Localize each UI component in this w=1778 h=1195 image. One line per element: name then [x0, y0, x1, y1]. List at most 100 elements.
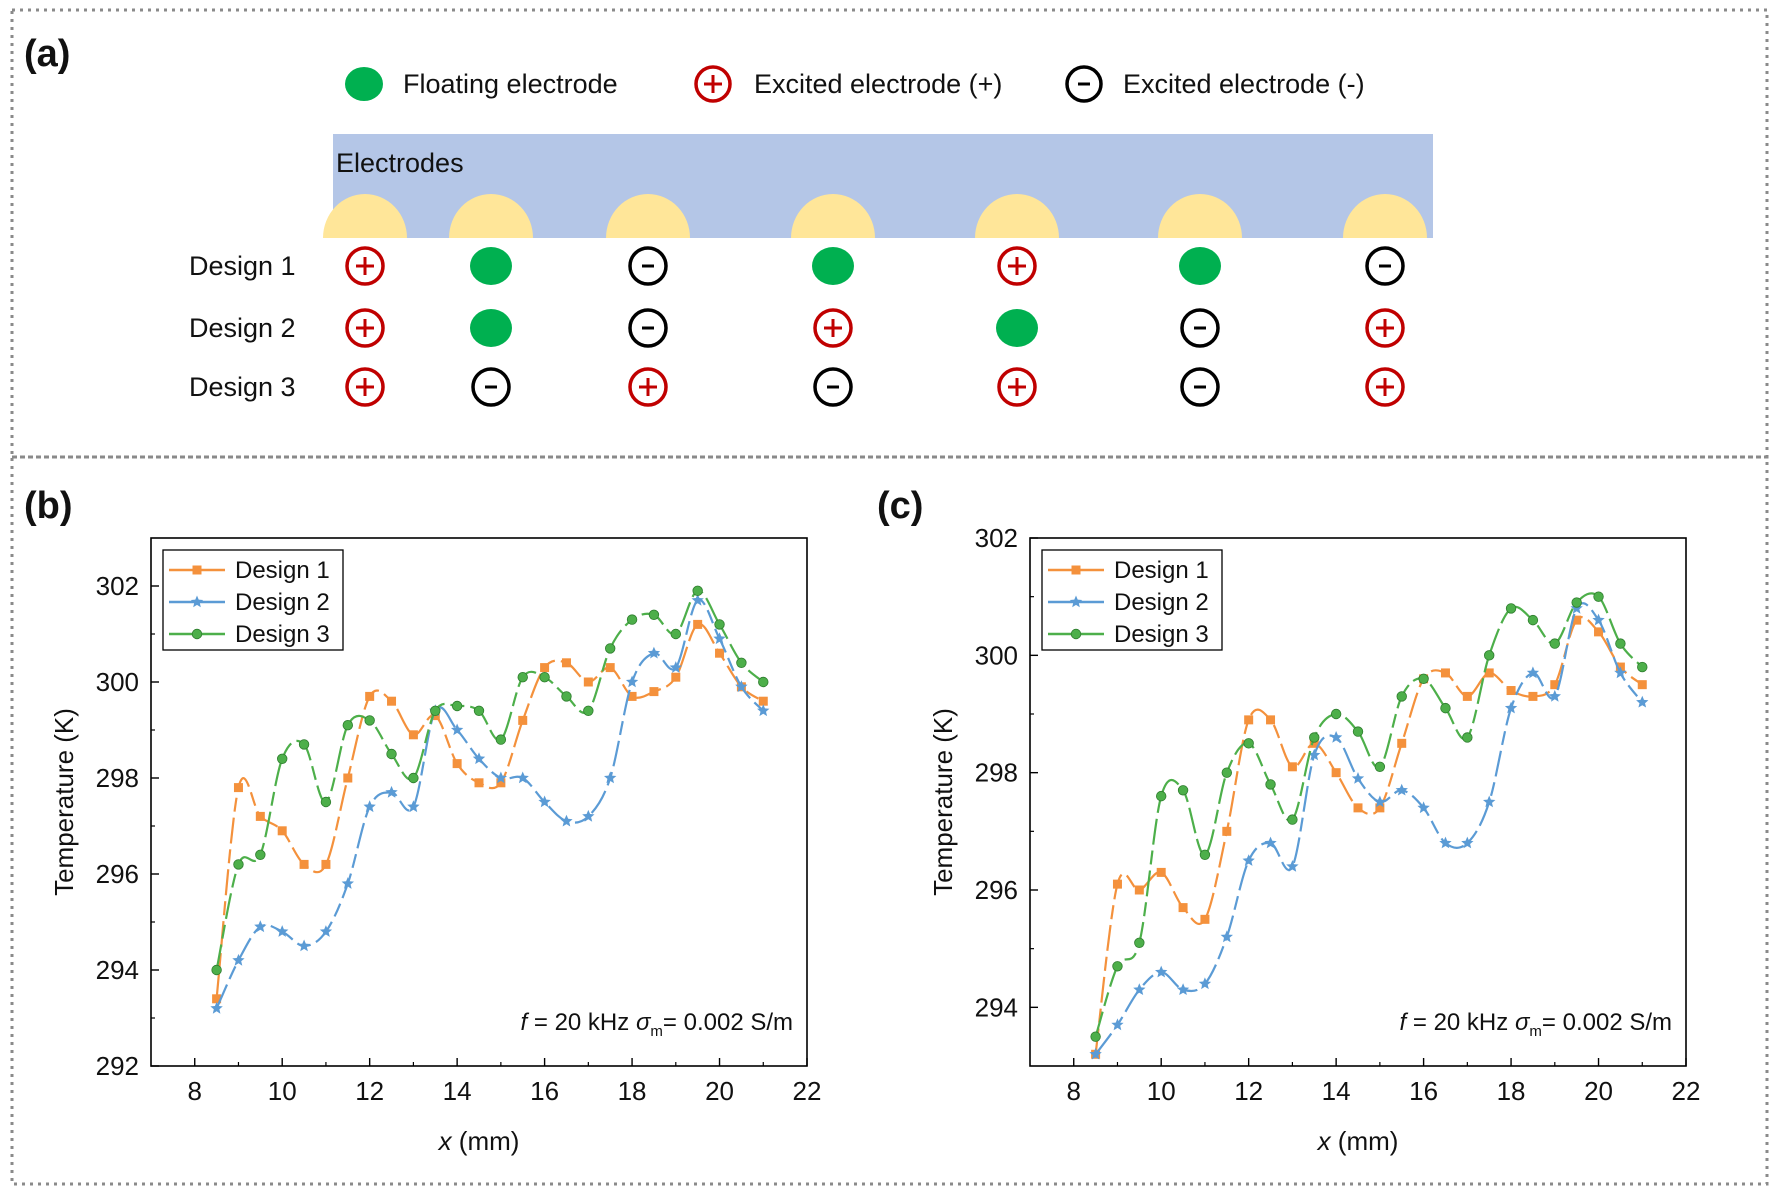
data-point: [1397, 738, 1407, 748]
data-point: [1221, 767, 1233, 778]
x-tick-label: 22: [1672, 1076, 1701, 1106]
data-point: [408, 772, 419, 784]
series-line: [215, 622, 764, 999]
plot-frame: [150, 537, 808, 1067]
data-point: [583, 705, 594, 717]
data-point: [560, 814, 573, 827]
data-point: [538, 795, 551, 808]
data-point: [1528, 691, 1538, 701]
data-point: [1461, 836, 1474, 849]
data-point: [758, 696, 768, 706]
data-point: [1287, 762, 1297, 772]
data-point: [605, 663, 615, 673]
data-point: [1309, 732, 1320, 743]
legend-floating-label: Floating electrode: [403, 69, 618, 99]
data-point: [1176, 983, 1190, 995]
data-point: [1266, 715, 1276, 725]
panel-a-frame: [10, 8, 1769, 459]
data-point: [255, 849, 266, 861]
data-point: [539, 672, 550, 683]
data-point: [1636, 695, 1649, 708]
legend: Design 1 Design 2 Design 3: [162, 549, 344, 651]
data-point: [494, 771, 507, 784]
plus-electrode-icon: [997, 367, 1037, 407]
x-tick-label: 16: [1409, 1076, 1438, 1106]
diagram-legend: Floating electrode Excited electrode (+)…: [345, 65, 1365, 103]
data-point: [649, 687, 659, 697]
legend-swatch-marker: [1071, 565, 1081, 575]
data-point: [1286, 860, 1299, 872]
data-point: [1330, 731, 1343, 743]
data-point: [1155, 790, 1167, 802]
data-point: [561, 691, 572, 702]
floating-electrode-icon: [470, 309, 512, 347]
data-point: [1265, 779, 1276, 790]
series-line: [215, 598, 765, 1009]
data-point: [757, 704, 770, 717]
y-tick-label: 294: [975, 992, 1018, 1022]
electrode-dome: [449, 194, 533, 238]
minus-electrode-icon: [628, 308, 668, 348]
data-point: [408, 730, 418, 740]
data-point: [212, 994, 222, 1004]
plus-electrode-icon: [997, 246, 1037, 286]
data-point: [1330, 708, 1342, 720]
data-point: [517, 672, 528, 683]
data-point: [320, 796, 332, 808]
data-point: [1309, 738, 1319, 748]
data-point: [233, 783, 243, 793]
electrode-dome: [323, 194, 407, 238]
x-tick-label: 20: [705, 1076, 734, 1106]
y-tick-label: 298: [975, 758, 1018, 788]
x-axis-title: x (mm): [1316, 1126, 1399, 1156]
data-point: [299, 859, 309, 869]
design-row-label: Design 2: [189, 313, 296, 343]
data-point: [540, 663, 550, 673]
data-point: [297, 939, 311, 952]
data-point: [758, 676, 769, 688]
series-design-3: [211, 585, 769, 976]
data-point: [1483, 650, 1495, 661]
data-point: [1134, 885, 1144, 895]
data-point: [625, 675, 639, 688]
data-point: [1614, 666, 1627, 679]
legend-swatch-marker: [1070, 628, 1082, 640]
plus-electrode-icon: [1365, 367, 1405, 407]
design-row-label: Design 1: [189, 251, 296, 281]
minus-electrode-icon: [813, 367, 853, 407]
minus-electrode-icon: [1180, 308, 1220, 348]
data-point: [364, 715, 375, 726]
data-point: [669, 661, 682, 673]
plus-electrode-icon: [1365, 308, 1405, 348]
x-axis-title: x (mm): [437, 1126, 520, 1156]
data-point: [604, 771, 617, 784]
data-point: [1637, 661, 1648, 673]
data-point: [451, 700, 463, 712]
data-point: [1242, 854, 1255, 866]
series-design-1: [212, 619, 768, 1004]
x-tick-label: 18: [1497, 1076, 1526, 1106]
legend-label: Design 3: [235, 621, 330, 648]
data-point: [451, 723, 464, 736]
data-point: [1550, 680, 1560, 690]
x-tick-label: 10: [268, 1076, 297, 1106]
y-tick-label: 294: [96, 955, 139, 985]
legend-swatch-marker: [190, 595, 204, 608]
plus-electrode-icon: [628, 367, 668, 407]
legend-label: Design 1: [235, 557, 330, 584]
data-point: [736, 657, 747, 669]
data-point: [1220, 930, 1233, 943]
data-point: [365, 691, 375, 701]
data-point: [691, 593, 704, 606]
data-point: [386, 748, 397, 760]
data-point: [1287, 814, 1298, 825]
x-tick-label: 22: [793, 1076, 822, 1106]
data-point: [277, 826, 287, 836]
plus-electrode-icon: [345, 246, 385, 286]
data-point: [255, 811, 265, 821]
data-point: [1134, 937, 1145, 949]
legend-label: Design 1: [1114, 557, 1209, 584]
floating-electrode-icon: [345, 67, 383, 101]
data-point: [714, 619, 725, 630]
